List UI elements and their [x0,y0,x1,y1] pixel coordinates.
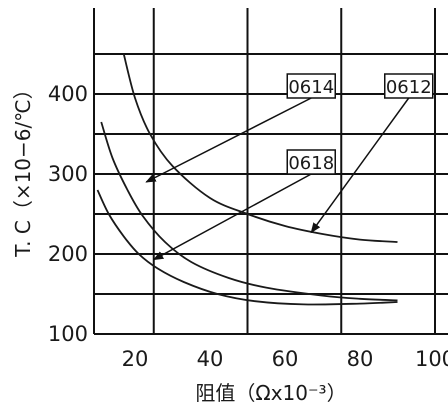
series-line-0612 [122,53,398,243]
series-label: 0614 [288,77,334,98]
series-line-0614 [100,121,398,302]
series-label-box [286,149,336,175]
y-tick-label: 400 [48,82,88,106]
series-label-box [286,73,336,99]
x-axis-title: 阻值（Ωx10⁻³） [195,381,346,405]
y-axis-title: T. C（×10−6/℃） [11,79,35,257]
series-label-box [384,73,434,99]
y-tick-label: 200 [48,242,88,266]
series-group [96,53,398,306]
y-tick-label: 100 [48,322,88,346]
series-label: 0618 [288,153,334,174]
x-tick-label: 100 [415,347,448,371]
grid [93,8,448,335]
tick-labels: 20 40 60 80 100 100 200 300 400 [48,82,448,371]
x-tick-label: 20 [122,347,149,371]
x-tick-label: 40 [197,347,224,371]
annotations: 0614 0618 0612 [145,73,434,261]
x-tick-label: 80 [347,347,374,371]
x-tick-label: 60 [272,347,299,371]
annotation-arrow [152,173,312,261]
y-tick-label: 300 [48,162,88,186]
annotation-arrow [145,97,312,183]
annotation-arrow [310,97,410,234]
plot-area [94,8,448,334]
series-line-0618 [96,189,398,306]
series-label: 0612 [386,77,432,98]
